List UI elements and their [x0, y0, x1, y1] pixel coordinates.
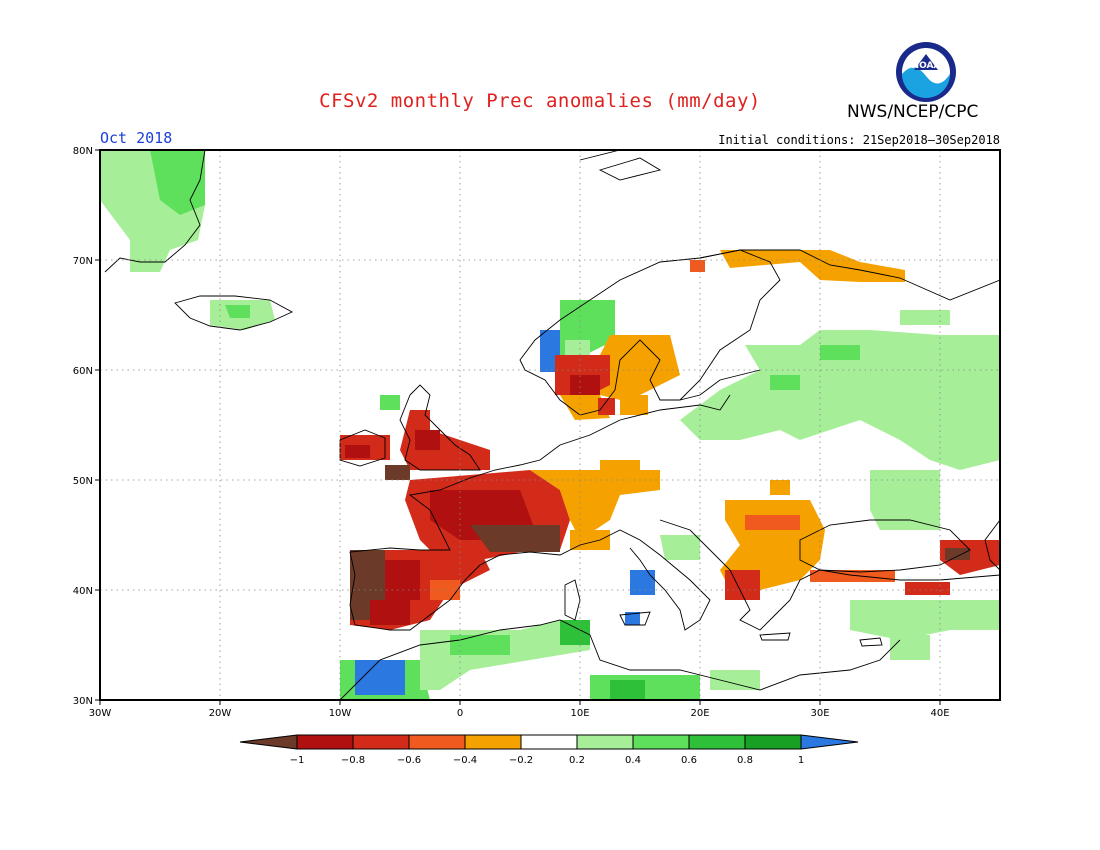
lon-tick-label: 20E — [690, 708, 709, 719]
tick-marks — [95, 149, 941, 705]
lon-tick-label: 20W — [209, 708, 232, 719]
colorbar-swatch — [633, 735, 689, 749]
map-title: CFSv2 monthly Prec anomalies (mm/day) — [319, 90, 761, 112]
noaa-logo-text: NOAA — [912, 61, 941, 71]
lat-tick-label: 60N — [73, 366, 93, 377]
colorbar-swatch — [521, 735, 577, 749]
colorbar-swatch — [689, 735, 745, 749]
noaa-logo: NOAA — [896, 42, 956, 102]
lon-tick-label: 10W — [329, 708, 352, 719]
lon-tick-label: 0 — [457, 708, 463, 719]
map-frame — [99, 149, 1001, 701]
colorbar-label: −0.8 — [341, 755, 365, 766]
colorbar-swatch — [745, 735, 801, 749]
anomaly-shading — [100, 150, 1000, 700]
lon-tick-label: 10E — [570, 708, 589, 719]
lat-tick-label: 30N — [73, 696, 93, 707]
agency-label: NWS/NCEP/CPC — [847, 102, 979, 122]
colorbar-label: 1 — [798, 755, 804, 766]
colorbar-label: −1 — [290, 755, 305, 766]
colorbar-low-arrow — [240, 735, 297, 749]
coastlines — [100, 150, 1000, 700]
colorbar-label: 0.6 — [681, 755, 697, 766]
graticule — [100, 150, 1000, 700]
initial-conditions: Initial conditions: 21Sep2018–30Sep2018 — [718, 133, 1000, 147]
colorbar-swatch — [409, 735, 465, 749]
colorbar-swatch — [465, 735, 521, 749]
colorbar: −1 −0.8 −0.6 −0.4 −0.2 0.2 0.4 0.6 0.8 1 — [239, 734, 859, 766]
colorbar-high-arrow — [801, 735, 858, 749]
lat-tick-label: 40N — [73, 586, 93, 597]
colorbar-label: 0.8 — [737, 755, 753, 766]
lon-tick-label: 30W — [89, 708, 112, 719]
colorbar-label: 0.4 — [625, 755, 641, 766]
colorbar-label: −0.4 — [453, 755, 477, 766]
colorbar-swatch — [577, 735, 633, 749]
colorbar-swatch — [297, 735, 353, 749]
lat-tick-label: 50N — [73, 476, 93, 487]
lat-tick-label: 80N — [73, 146, 93, 157]
colorbar-label: −0.2 — [509, 755, 533, 766]
colorbar-swatch — [353, 735, 409, 749]
lon-tick-label: 40E — [930, 708, 949, 719]
lon-tick-label: 30E — [810, 708, 829, 719]
forecast-month: Oct 2018 — [100, 129, 173, 147]
lat-tick-label: 70N — [73, 256, 93, 267]
colorbar-label: 0.2 — [569, 755, 585, 766]
colorbar-label: −0.6 — [397, 755, 421, 766]
